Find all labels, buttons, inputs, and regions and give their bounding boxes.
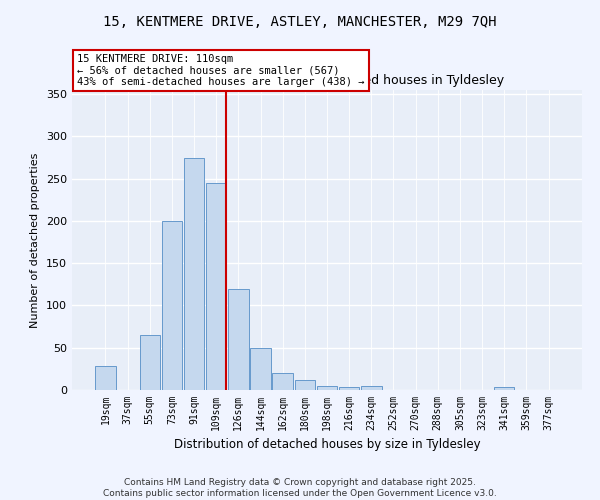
Bar (295, 380, 315, 390)
Bar (339, 386, 359, 390)
Bar (272, 373, 293, 390)
Bar (250, 348, 271, 390)
Bar (140, 335, 160, 390)
Y-axis label: Number of detached properties: Number of detached properties (31, 152, 40, 328)
X-axis label: Distribution of detached houses by size in Tyldesley: Distribution of detached houses by size … (173, 438, 481, 452)
Text: 15 KENTMERE DRIVE: 110sqm
← 56% of detached houses are smaller (567)
43% of semi: 15 KENTMERE DRIVE: 110sqm ← 56% of detac… (77, 54, 365, 87)
Bar (361, 386, 382, 390)
Bar (317, 386, 337, 390)
Bar (494, 388, 514, 390)
Text: 15, KENTMERE DRIVE, ASTLEY, MANCHESTER, M29 7QH: 15, KENTMERE DRIVE, ASTLEY, MANCHESTER, … (103, 15, 497, 29)
Bar (184, 158, 204, 390)
Title: Size of property relative to detached houses in Tyldesley: Size of property relative to detached ho… (149, 74, 505, 88)
Bar (206, 183, 226, 390)
Text: Contains HM Land Registry data © Crown copyright and database right 2025.
Contai: Contains HM Land Registry data © Crown c… (103, 478, 497, 498)
Bar (95, 366, 116, 390)
Bar (228, 288, 248, 390)
Bar (161, 221, 182, 390)
